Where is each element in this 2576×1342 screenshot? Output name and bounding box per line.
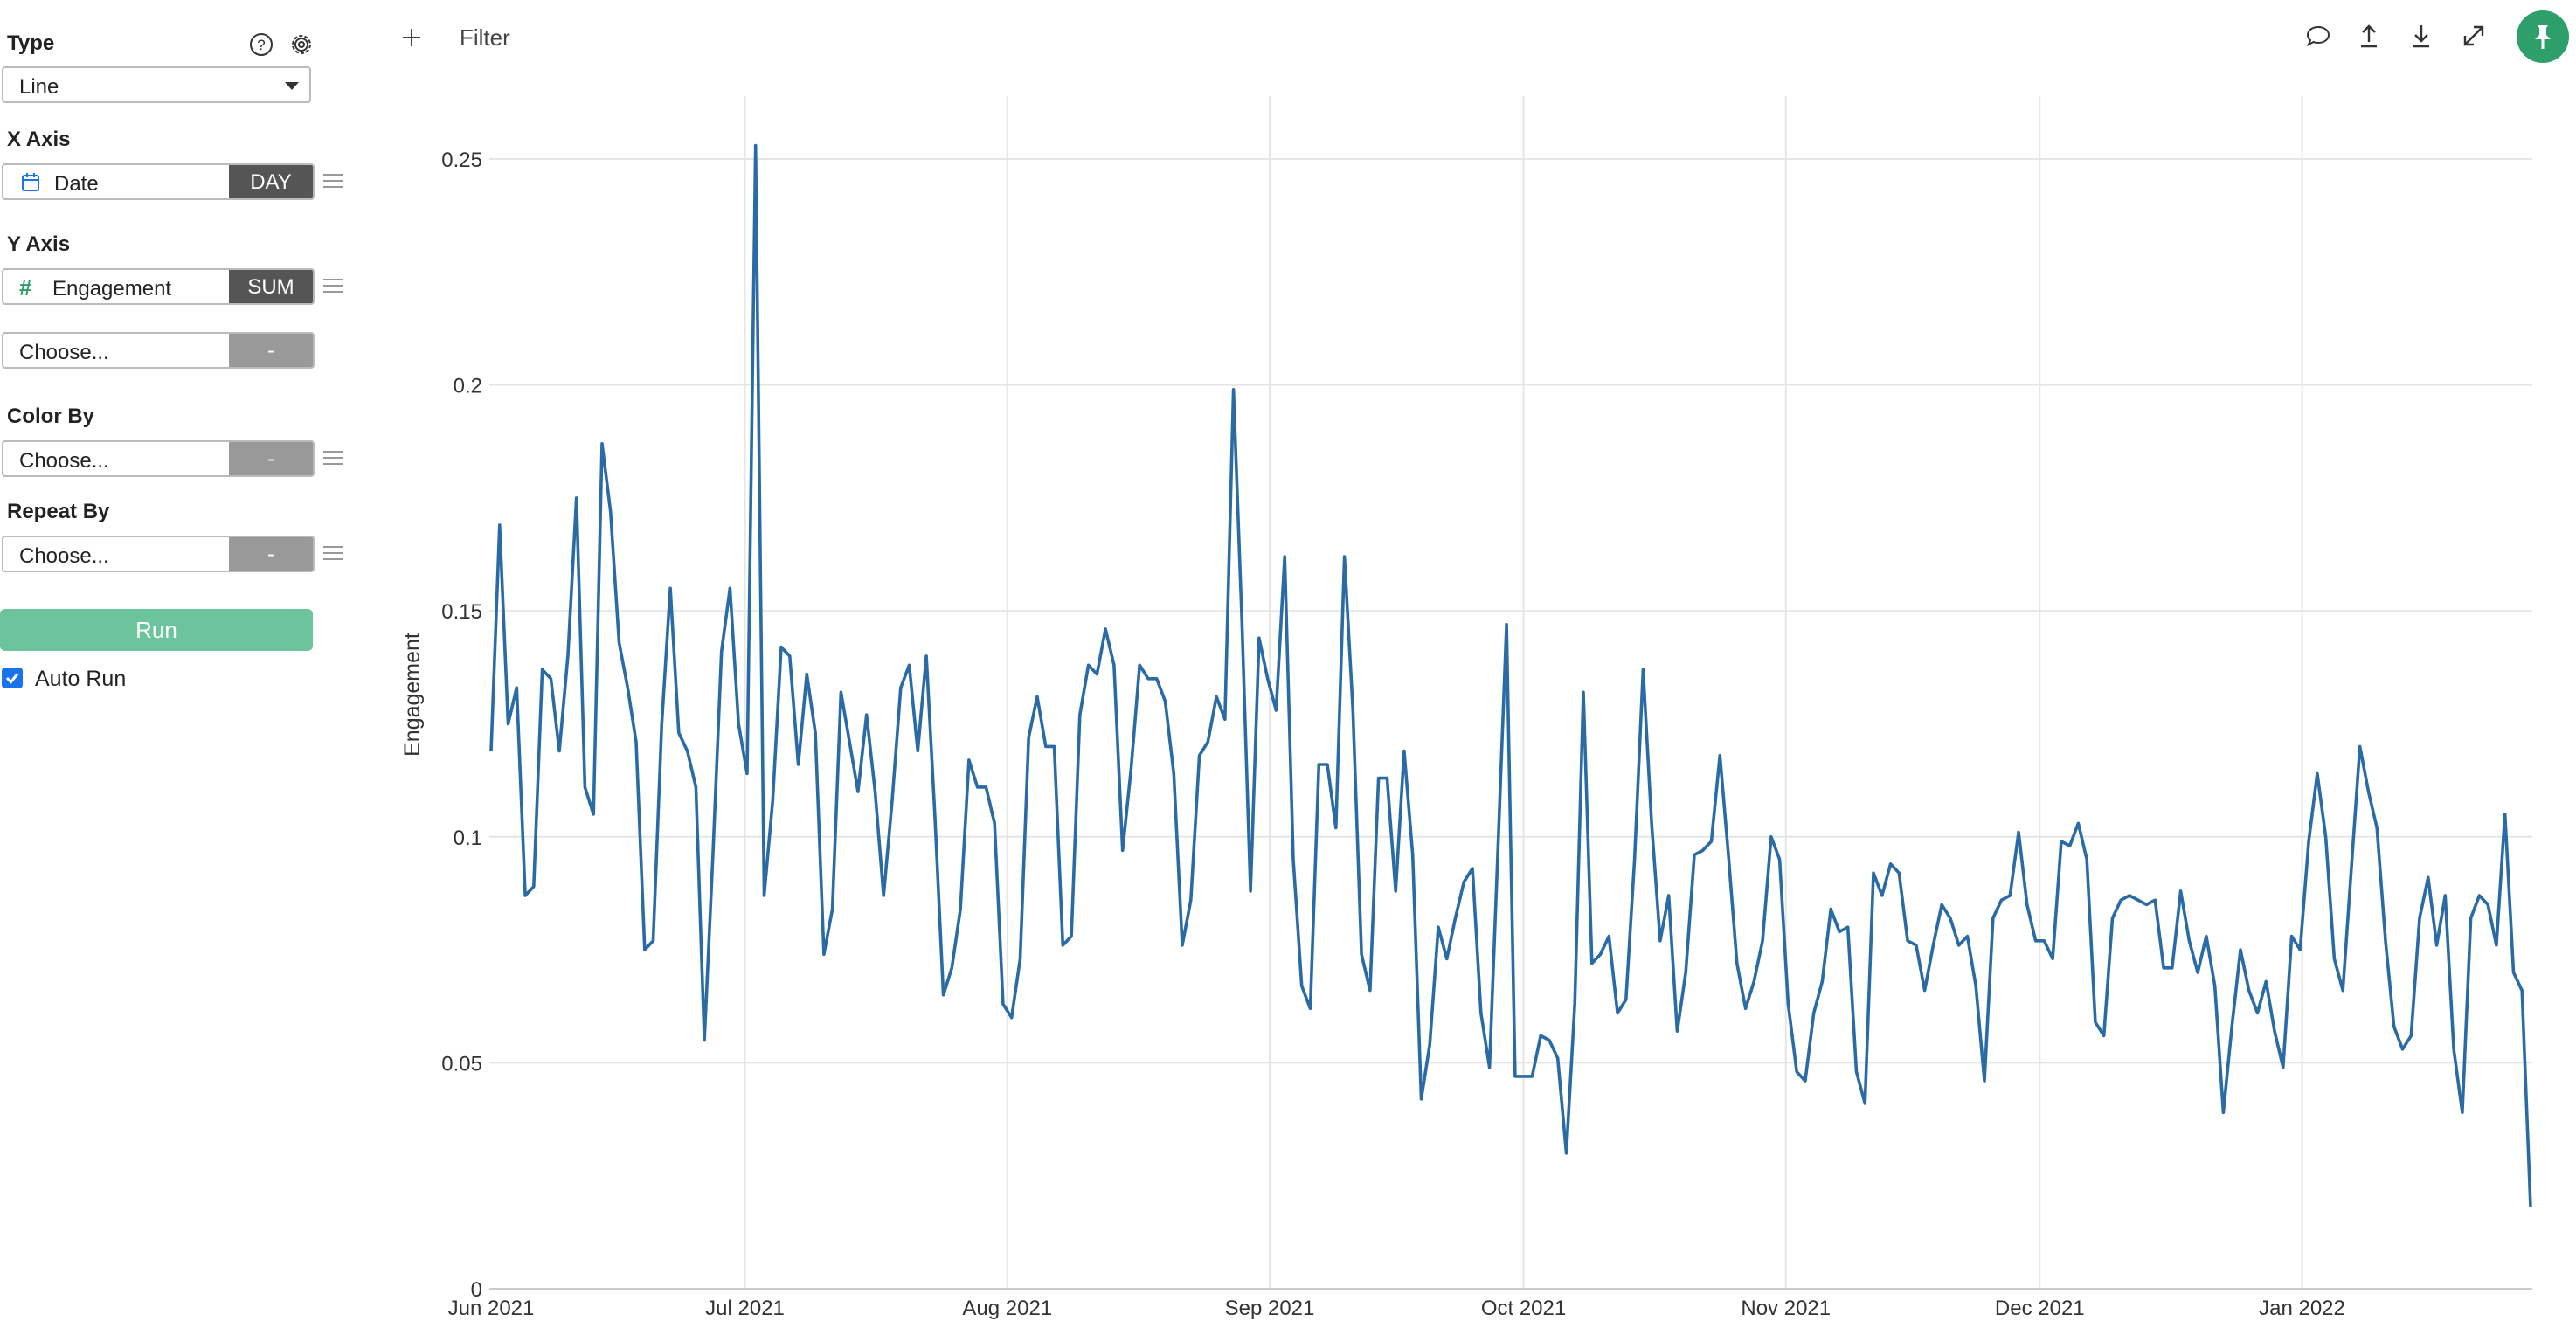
calendar-icon xyxy=(22,173,39,191)
x-axis-menu-icon[interactable] xyxy=(323,174,343,188)
chart-type-value: Line xyxy=(19,75,59,99)
x-axis-field[interactable]: Date DAY xyxy=(2,163,315,200)
color-by-aggregation[interactable]: - xyxy=(229,442,313,475)
run-button[interactable]: Run xyxy=(0,609,313,651)
x-tick-label: Jan 2022 xyxy=(2259,1297,2345,1319)
x-tick-label: Jun 2021 xyxy=(448,1297,535,1319)
y-axis-second-aggregation[interactable]: - xyxy=(229,334,313,367)
y-axis-field[interactable]: # Engagement SUM xyxy=(2,268,315,305)
settings-sidebar: Type ? Line X Axis Date DAY Y Axis # Eng… xyxy=(0,0,343,1342)
y-axis-second-placeholder: Choose... xyxy=(19,341,109,364)
download-icon[interactable] xyxy=(2408,23,2434,49)
gear-icon[interactable] xyxy=(288,31,315,58)
repeat-by-field[interactable]: Choose... - xyxy=(2,536,315,572)
x-axis-label: X Axis xyxy=(7,128,71,151)
plus-icon xyxy=(403,29,420,46)
y-tick-label: 0 xyxy=(471,1278,482,1302)
x-axis-field-name: Date xyxy=(54,172,99,196)
y-tick-label: 0.2 xyxy=(454,375,482,398)
chevron-down-icon xyxy=(285,82,299,90)
color-by-label: Color By xyxy=(7,405,95,428)
y-tick-label: 0.1 xyxy=(454,827,482,850)
type-label: Type xyxy=(7,31,55,55)
y-tick-label: 0.05 xyxy=(441,1052,482,1076)
upload-icon[interactable] xyxy=(2356,23,2382,49)
x-tick-label: Oct 2021 xyxy=(1481,1297,1566,1319)
color-by-placeholder: Choose... xyxy=(19,449,109,473)
y-tick-label: 0.25 xyxy=(441,149,482,172)
y-axis-field-name: Engagement xyxy=(52,277,172,301)
chart-type-select[interactable]: Line xyxy=(2,66,311,103)
filter-label: Filter xyxy=(460,24,510,51)
x-tick-label: Dec 2021 xyxy=(1995,1297,2085,1319)
color-by-menu-icon[interactable] xyxy=(323,451,343,465)
number-icon: # xyxy=(19,274,32,301)
comment-icon[interactable] xyxy=(2305,23,2331,49)
x-tick-label: Aug 2021 xyxy=(962,1297,1052,1319)
auto-run-label: Auto Run xyxy=(35,667,127,691)
x-tick-label: Jul 2021 xyxy=(705,1297,785,1319)
pin-icon xyxy=(2535,25,2551,49)
y-tick-label: 0.15 xyxy=(441,600,482,624)
pin-button[interactable] xyxy=(2517,10,2569,63)
y-axis-menu-icon[interactable] xyxy=(323,279,343,293)
chart-grid xyxy=(489,96,2532,1289)
repeat-by-placeholder: Choose... xyxy=(19,544,109,568)
help-icon[interactable]: ? xyxy=(248,31,274,58)
repeat-by-menu-icon[interactable] xyxy=(323,546,343,560)
svg-text:?: ? xyxy=(257,37,265,53)
y-axis-title: Engagement xyxy=(400,633,425,757)
y-axis-second-field[interactable]: Choose... - xyxy=(2,332,315,369)
series-line xyxy=(489,143,2532,1207)
chart-axes: 0 0.05 0.1 0.15 0.2 0.25 Jun 2021 Jul 2021 Aug 2… xyxy=(441,149,2532,1319)
y-axis-label: Y Axis xyxy=(7,232,71,256)
repeat-by-label: Repeat By xyxy=(7,500,110,523)
repeat-by-aggregation[interactable]: - xyxy=(229,537,313,571)
x-tick-label: Sep 2021 xyxy=(1225,1297,1315,1319)
expand-icon[interactable] xyxy=(2461,23,2487,49)
y-axis-aggregation[interactable]: SUM xyxy=(229,270,313,303)
auto-run-checkbox[interactable] xyxy=(2,668,23,688)
color-by-field[interactable]: Choose... - xyxy=(2,440,315,477)
x-axis-aggregation[interactable]: DAY xyxy=(229,165,313,198)
x-tick-label: Nov 2021 xyxy=(1741,1297,1831,1319)
engagement-line-chart: 0 0.05 0.1 0.15 0.2 0.25 Jun 2021 Jul 2021 Aug 2… xyxy=(400,96,2532,1319)
